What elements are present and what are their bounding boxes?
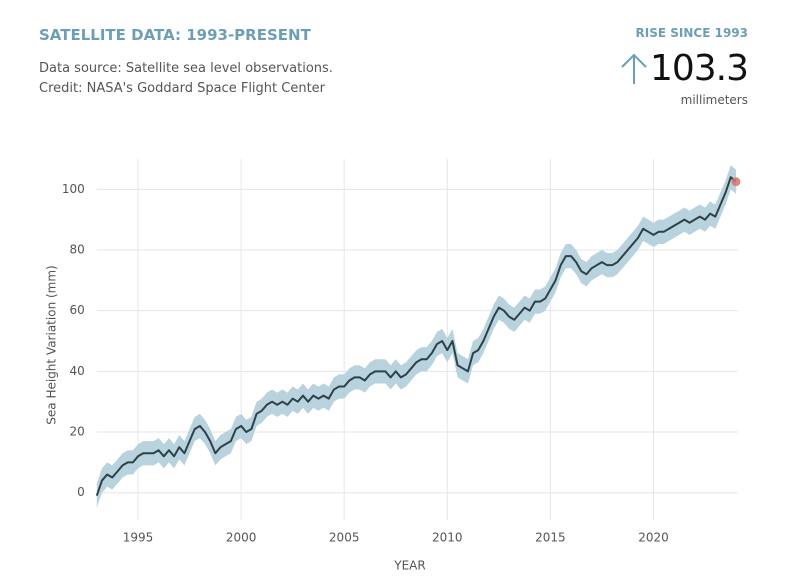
x-tick-label: 2010 <box>432 531 463 545</box>
x-tick-label: 2020 <box>638 531 669 545</box>
x-tick-label: 2015 <box>535 531 566 545</box>
stat-value: 103.3 <box>649 48 749 89</box>
y-axis-label: Sea Height Variation (mm) <box>45 265 59 424</box>
stat-unit: millimeters <box>680 93 748 107</box>
credit: Credit: NASA's Goddard Space Flight Cent… <box>39 81 326 96</box>
stat-label: RISE SINCE 1993 <box>635 26 748 40</box>
y-tick-label: 80 <box>70 243 85 257</box>
y-tick-label: 0 <box>77 485 85 499</box>
uncertainty-band <box>96 165 736 508</box>
y-tick-label: 100 <box>62 182 85 196</box>
x-tick-label: 2000 <box>226 531 257 545</box>
y-tick-label: 60 <box>70 303 85 317</box>
source: Data source: Satellite sea level observa… <box>39 61 333 76</box>
line <box>95 176 737 497</box>
y-tick-label: 40 <box>70 364 85 378</box>
x-tick-label: 2005 <box>329 531 360 545</box>
chart-title: SATELLITE DATA: 1993-PRESENT <box>39 26 311 44</box>
up-arrow <box>621 53 647 84</box>
x-tick-label: 1995 <box>123 531 154 545</box>
x-axis-label: YEAR <box>393 559 425 573</box>
latest-point <box>731 177 741 187</box>
y-tick-label: 20 <box>70 425 85 439</box>
